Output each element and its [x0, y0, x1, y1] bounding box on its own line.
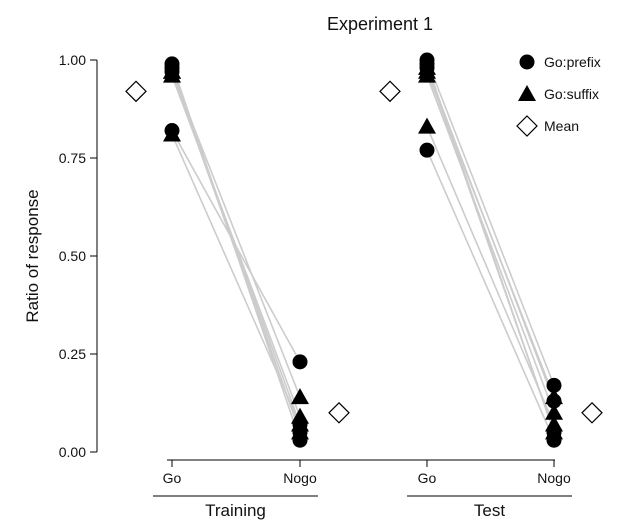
y-tick-label: 0.50 [59, 248, 86, 264]
subject-connector-line [171, 134, 301, 425]
chart-title: Experiment 1 [327, 14, 433, 34]
y-tick-label: 0.25 [59, 346, 86, 362]
go-prefix-point [292, 354, 308, 370]
go-prefix-point [546, 377, 562, 393]
go-suffix-point [418, 117, 436, 134]
go-suffix-point [418, 58, 436, 75]
x-tick-label: Nogo [537, 470, 571, 486]
subject-connector-line [171, 71, 301, 398]
y-tick-label: 0.00 [59, 444, 86, 460]
x-tick-label: Nogo [283, 470, 317, 486]
y-ticks: 0.00 0.25 0.50 0.75 1.00 [59, 52, 97, 460]
x-tick-label: Go [163, 470, 182, 486]
legend-marker [518, 85, 536, 101]
y-tick-label: 1.00 [59, 52, 86, 68]
subject-connector-line [426, 149, 555, 441]
subject-connector-line [426, 67, 555, 433]
subject-connector-line [426, 75, 555, 414]
go-suffix-point [545, 403, 563, 420]
y-tick-label: 0.75 [59, 150, 86, 166]
go-suffix-point [291, 388, 309, 405]
legend-marker [519, 54, 535, 70]
panel-label: Test [474, 501, 505, 520]
y-axis-label: Ratio of response [23, 189, 42, 322]
go-suffix-point [545, 388, 563, 405]
legend-label: Mean [544, 118, 579, 134]
legend-marker [516, 115, 538, 137]
subject-connector-line [426, 126, 555, 425]
go-suffix-point [291, 423, 309, 440]
subject-connector-line [426, 71, 555, 398]
go-suffix-point [163, 62, 181, 79]
mean-point [379, 80, 401, 103]
go-prefix-point [419, 142, 435, 158]
legend-label: Go:prefix [544, 54, 601, 70]
panel-label: Training [205, 501, 266, 520]
subject-connector-line [171, 71, 301, 433]
legend: Go:prefix Go:suffix Mean [516, 54, 601, 137]
connector-lines [171, 59, 555, 441]
x-tick-label: Go [418, 470, 437, 486]
go-suffix-point [545, 423, 563, 440]
data-points [125, 52, 603, 448]
mean-point [581, 401, 603, 424]
mean-point [125, 80, 147, 103]
go-suffix-point [163, 125, 181, 142]
mean-point [328, 401, 350, 424]
legend-label: Go:suffix [544, 86, 599, 102]
x-axis: Go Nogo Training Go Nogo Test [153, 460, 572, 520]
subject-connector-line [426, 59, 555, 386]
